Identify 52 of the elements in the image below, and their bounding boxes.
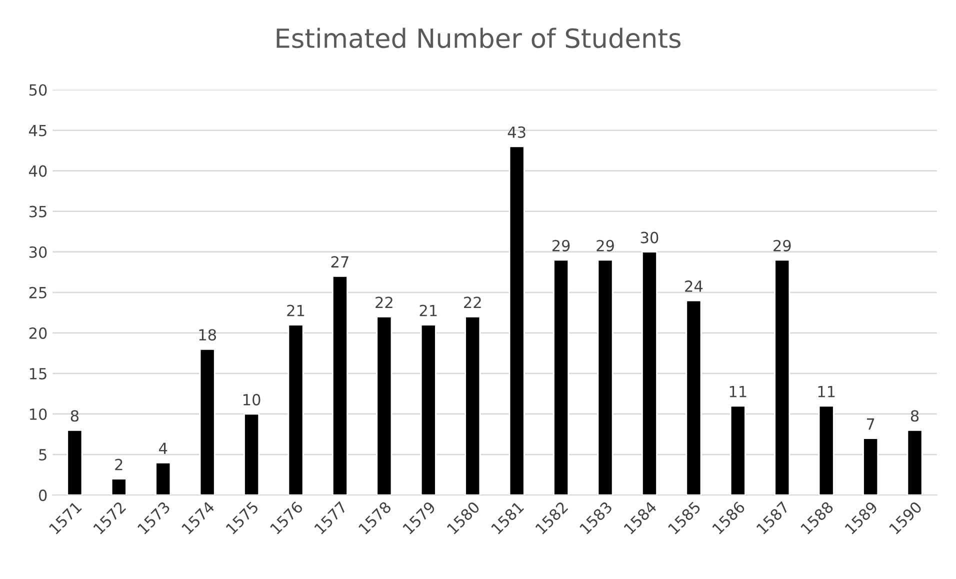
y-tick-label: 35 (29, 206, 46, 218)
y-tick-label: 5 (39, 449, 46, 461)
data-label: 18 (199, 329, 216, 341)
data-label: 2 (115, 458, 122, 470)
y-tick-label: 30 (29, 246, 47, 258)
chart-title: Estimated Number of Students (276, 28, 680, 48)
bar (818, 405, 834, 496)
bar (332, 275, 348, 496)
bar (464, 316, 481, 496)
data-label: 7 (866, 418, 874, 430)
bar (244, 413, 260, 496)
y-tick-label: 10 (30, 408, 47, 420)
data-label: 29 (774, 240, 791, 252)
bar (862, 438, 879, 496)
data-label: 22 (376, 296, 392, 308)
y-tick-label: 20 (29, 327, 47, 339)
bar (641, 251, 658, 496)
y-tick-label: 15 (30, 368, 46, 380)
y-tick-label: 45 (29, 124, 46, 136)
data-label: 21 (420, 304, 437, 316)
bar (730, 405, 746, 496)
data-label: 24 (685, 280, 703, 292)
data-label: 30 (640, 232, 658, 244)
data-label: 29 (596, 240, 614, 252)
data-label: 27 (331, 256, 348, 268)
data-label: 10 (244, 394, 260, 406)
data-label: 11 (818, 386, 835, 398)
bar (288, 324, 304, 496)
data-label: 4 (159, 442, 168, 454)
bar (376, 316, 392, 496)
bar (686, 300, 702, 496)
y-tick-label: 0 (39, 490, 47, 502)
bar (110, 478, 127, 496)
bar (553, 259, 570, 496)
data-label: 21 (287, 304, 304, 316)
data-label: 29 (552, 240, 570, 252)
bar (597, 259, 614, 496)
bar (155, 462, 172, 496)
data-label: 8 (70, 410, 78, 422)
bar (774, 259, 790, 496)
y-tick-label: 25 (29, 286, 46, 298)
bar (199, 348, 216, 496)
y-tick-label: 40 (29, 165, 47, 177)
data-label: 11 (730, 386, 746, 398)
bar (66, 430, 83, 496)
data-label: 8 (910, 410, 919, 422)
bar (906, 430, 923, 496)
bar (508, 146, 525, 496)
data-label: 22 (464, 296, 481, 308)
data-label: 43 (508, 126, 526, 138)
y-tick-label: 50 (29, 84, 47, 96)
bar (420, 324, 436, 496)
